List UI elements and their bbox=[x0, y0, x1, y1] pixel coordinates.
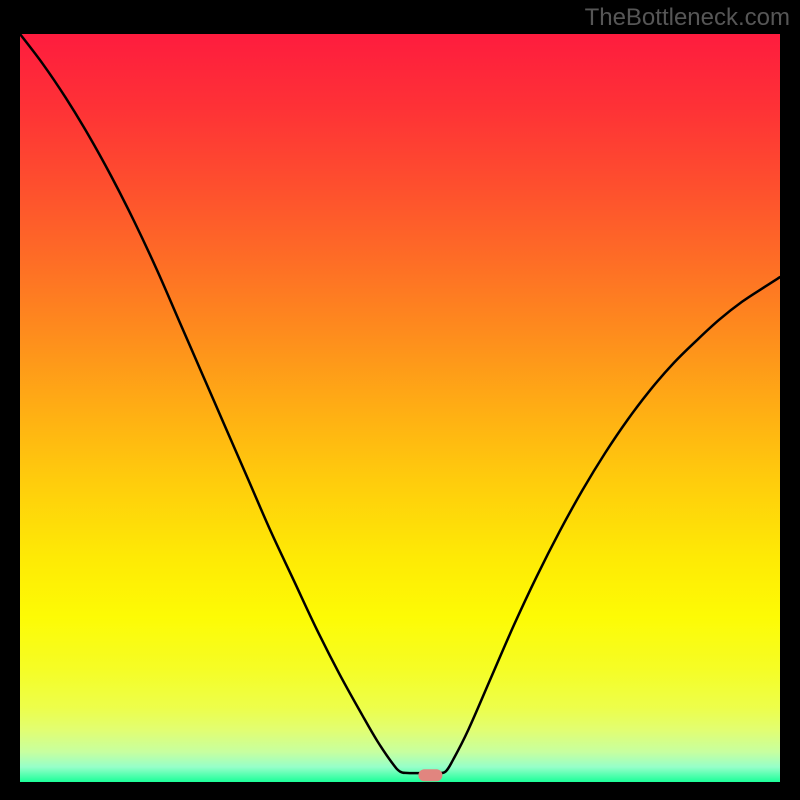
watermark-text: TheBottleneck.com bbox=[585, 4, 790, 32]
bottleneck-chart bbox=[0, 0, 800, 800]
chart-frame: TheBottleneck.com bbox=[0, 0, 800, 800]
optimum-marker bbox=[418, 769, 442, 781]
plot-background bbox=[20, 34, 780, 782]
